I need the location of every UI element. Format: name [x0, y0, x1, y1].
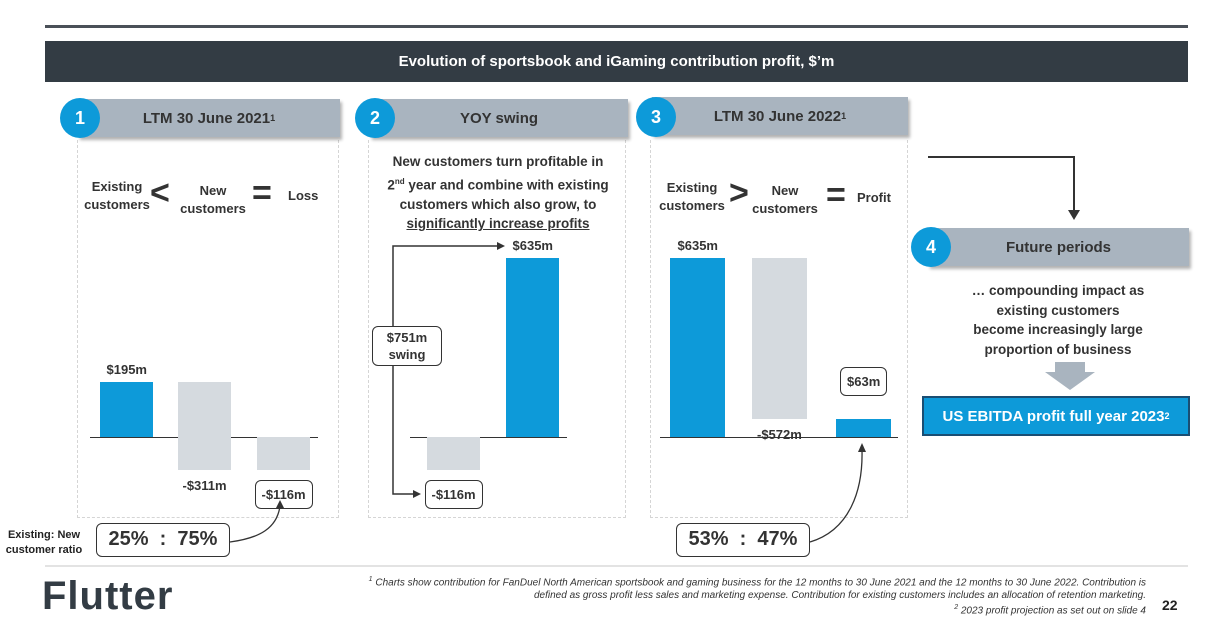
flutter-logo: Flutter [42, 574, 174, 618]
chart-1-label-3: -$116m [254, 479, 313, 509]
eq3-operator: > [729, 174, 749, 212]
panel-2-description: New customers turn profitable in 2nd yea… [387, 154, 609, 231]
chart-2-axis [410, 437, 567, 438]
eq1-right: New customers [180, 183, 246, 216]
arrow-ratio-2022 [809, 443, 866, 543]
slide-title: Evolution of sportsbook and iGaming cont… [45, 41, 1188, 82]
arrow-to-future [928, 156, 1080, 220]
step-3-badge: 3 [636, 97, 676, 137]
eq1-left: Existing customers [84, 179, 150, 212]
future-description: … compounding impact as existing custome… [971, 283, 1145, 357]
swing-bracket [392, 242, 505, 498]
top-rule [45, 25, 1188, 28]
chart-3-bar-1 [670, 257, 725, 437]
eq1-operator: < [150, 174, 170, 212]
down-arrow-icon [1045, 362, 1095, 390]
eq1-equals: = [252, 174, 272, 212]
chart-2-bar-2 [506, 257, 559, 437]
panel-2 [368, 140, 626, 518]
ratio-2022: 53% : 47% [676, 523, 810, 557]
chart-1-bar-3 [257, 437, 310, 470]
eq3-left: Existing customers [659, 180, 725, 213]
chart-1-bar-1 [100, 382, 153, 437]
chart-2-label-2: $635m [512, 237, 553, 253]
chart-3-label-3: $63m [840, 367, 888, 397]
chart-3-axis [660, 437, 898, 438]
chart-3-label-2: -$572m [757, 427, 802, 443]
chart-1-label-2: -$311m [182, 477, 227, 493]
footnotes: 1 Charts show contribution for FanDuel N… [368, 576, 1146, 617]
chart-2-label-1: -$116m [424, 479, 483, 509]
panel-1 [77, 140, 339, 518]
swing-label: $751m swing [372, 326, 442, 366]
step-4-badge: 4 [911, 227, 951, 267]
chart-3-label-1: $635m [677, 237, 718, 253]
step-2-badge: 2 [355, 98, 395, 138]
step-1-badge: 1 [60, 98, 100, 138]
chart-1-label-1: $195m [106, 362, 147, 377]
panel-3-header: LTM 30 June 2022 1 [652, 97, 908, 135]
ratio-2021: 25% : 75% [96, 523, 230, 557]
eq3-equals: = [826, 176, 846, 214]
page-number: 22 [1162, 597, 1178, 613]
chart-1-bar-2 [178, 382, 231, 470]
chart-3-bar-2 [752, 257, 807, 420]
ebitda-profit-callout: US EBITDA profit full year 2023 2 [922, 396, 1190, 436]
panel-1-header: LTM 30 June 2021 1 [78, 99, 340, 137]
panel-4-header: Future periods [928, 228, 1189, 266]
arrow-ratio-2021 [229, 500, 284, 543]
eq3-right: New customers [752, 183, 818, 216]
chart-2-bar-1 [427, 437, 480, 470]
ratio-label: Existing: New customer ratio [5, 529, 83, 556]
eq1-result: Loss [288, 188, 319, 203]
footer-rule [45, 565, 1188, 567]
panel-3 [650, 140, 908, 518]
chart-3-bar-3 [836, 419, 891, 437]
panel-2-header: YOY swing [370, 99, 628, 137]
eq3-result: Profit [857, 190, 891, 205]
